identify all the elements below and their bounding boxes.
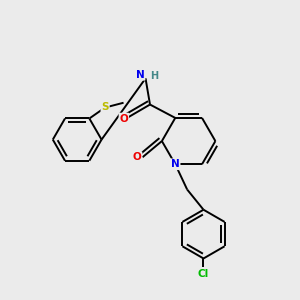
Text: N: N	[171, 159, 180, 169]
Text: H: H	[150, 71, 158, 81]
Text: O: O	[119, 113, 128, 124]
Text: N: N	[136, 70, 145, 80]
Text: Cl: Cl	[198, 269, 209, 279]
Text: O: O	[133, 152, 142, 162]
Text: S: S	[101, 102, 109, 112]
